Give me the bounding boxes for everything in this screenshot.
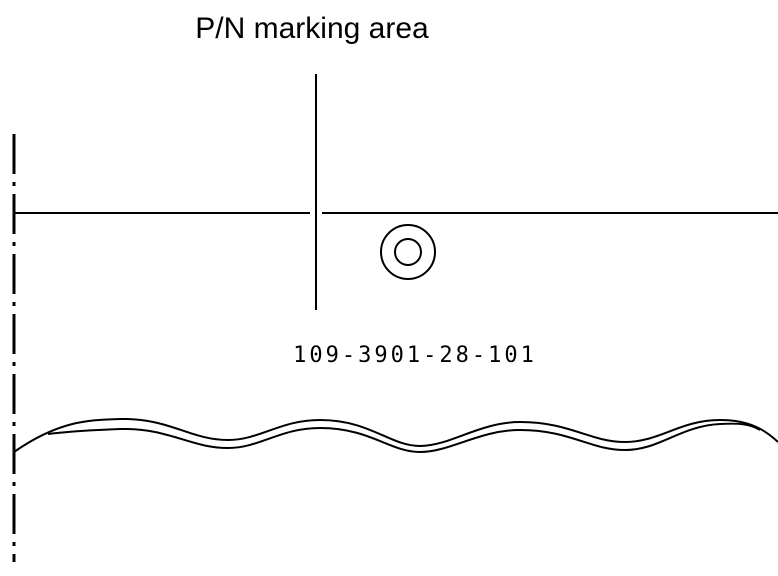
part-number: 109-3901-28-101 xyxy=(293,343,537,368)
hole-inner xyxy=(394,238,422,266)
title: P/N marking area xyxy=(195,12,429,45)
wave-inner xyxy=(47,422,761,454)
wave-outer xyxy=(13,417,778,453)
hole-outer xyxy=(380,224,436,280)
